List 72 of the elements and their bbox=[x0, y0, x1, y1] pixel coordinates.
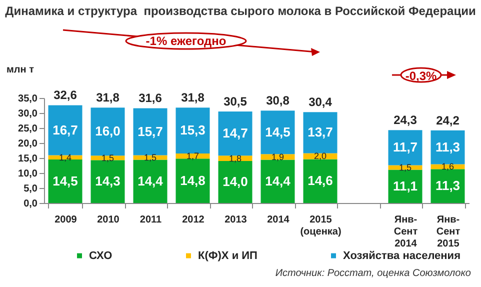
y-tick-label: 5,0 bbox=[24, 184, 38, 194]
data-label: 14,0 bbox=[222, 174, 248, 189]
bar bbox=[260, 110, 295, 154]
data-label: 15,7 bbox=[138, 124, 163, 139]
data-label: 11,1 bbox=[392, 178, 418, 194]
x-tick-label: 2010 bbox=[97, 214, 120, 226]
bar bbox=[430, 130, 465, 164]
bar bbox=[48, 105, 82, 156]
data-label: 14,3 bbox=[95, 174, 120, 189]
x-tick-label: Янв-Сент 2015 bbox=[436, 214, 460, 250]
data-label: 14,6 bbox=[308, 173, 333, 188]
data-label: 11,3 bbox=[435, 139, 460, 154]
chart-title: Динамика и структура производства сырого молока в Российской Федерации bbox=[4, 4, 477, 18]
data-label: 14,4 bbox=[138, 173, 164, 188]
data-label: 14,8 bbox=[180, 172, 206, 188]
data-label: 11,7 bbox=[392, 140, 418, 155]
bar bbox=[303, 159, 338, 203]
data-label: 16,7 bbox=[52, 122, 78, 138]
y-axis-title: млн т bbox=[6, 64, 34, 76]
bar bbox=[260, 160, 295, 203]
bar bbox=[218, 161, 252, 203]
data-label: 15,3 bbox=[180, 122, 206, 138]
bar bbox=[430, 169, 465, 203]
data-label: 1,5 bbox=[144, 152, 157, 163]
data-label: 11,3 bbox=[435, 178, 460, 194]
data-label: 14,5 bbox=[52, 173, 78, 188]
bar bbox=[218, 112, 252, 156]
y-tick-label: 35,0 bbox=[18, 94, 38, 104]
x-tick-label: 2014 bbox=[267, 214, 290, 226]
total-label: 24,3 bbox=[394, 113, 418, 128]
x-tick-label: 2011 bbox=[140, 214, 162, 226]
x-tick-label: 2012 bbox=[182, 214, 205, 226]
y-tick-label: 15,0 bbox=[18, 154, 38, 164]
total-label: 31,8 bbox=[96, 90, 120, 105]
data-label: 1,9 bbox=[271, 152, 284, 162]
x-tick-label: 2013 bbox=[224, 214, 248, 226]
x-tick-label: 2009 bbox=[54, 214, 78, 226]
y-tick-label: 30,0 bbox=[18, 108, 38, 120]
bar bbox=[90, 108, 125, 156]
total-label: 31,6 bbox=[138, 91, 162, 106]
legend-label: К(Ф)Х и ИП bbox=[198, 250, 258, 262]
y-tick-label: 25,0 bbox=[18, 124, 38, 134]
text: -1% ежегодно bbox=[146, 34, 226, 48]
y-tick-label: 10,0 bbox=[18, 168, 38, 180]
data-label: 13,7 bbox=[308, 124, 333, 140]
legend-label: СХО bbox=[89, 250, 113, 262]
x-tick-label: Янв-Сент 2014 bbox=[394, 214, 418, 250]
data-label: 1,7 bbox=[186, 151, 200, 162]
total-label: 30,8 bbox=[266, 94, 290, 108]
x-tick-label: 2015 (оценка) bbox=[300, 214, 342, 238]
total-label: 30,5 bbox=[224, 94, 248, 108]
total-label: 32,6 bbox=[54, 88, 78, 102]
bar bbox=[388, 130, 422, 166]
bar bbox=[176, 108, 210, 154]
text: -0,3% bbox=[405, 69, 437, 83]
data-label: 1,5 bbox=[398, 162, 412, 172]
total-label: 24,2 bbox=[436, 113, 460, 128]
data-label: 14,4 bbox=[265, 173, 292, 188]
total-label: 31,8 bbox=[181, 90, 205, 105]
legend-label: Хозяйства населения bbox=[343, 250, 460, 262]
total-label: 30,4 bbox=[308, 95, 332, 110]
y-tick-label: 0,0 bbox=[24, 198, 38, 210]
y-tick-label: 20,0 bbox=[18, 138, 38, 150]
data-label: 2,0 bbox=[314, 151, 327, 162]
data-label: 14,7 bbox=[222, 126, 248, 141]
bar bbox=[133, 108, 168, 156]
bar bbox=[303, 112, 338, 154]
data-label: 16,0 bbox=[95, 124, 120, 139]
data-label: 14,5 bbox=[265, 124, 290, 140]
data-label: 1,8 bbox=[228, 153, 242, 164]
text: Источник: Росстат, оценка Союзмолоко bbox=[275, 268, 471, 279]
bar bbox=[176, 158, 210, 203]
